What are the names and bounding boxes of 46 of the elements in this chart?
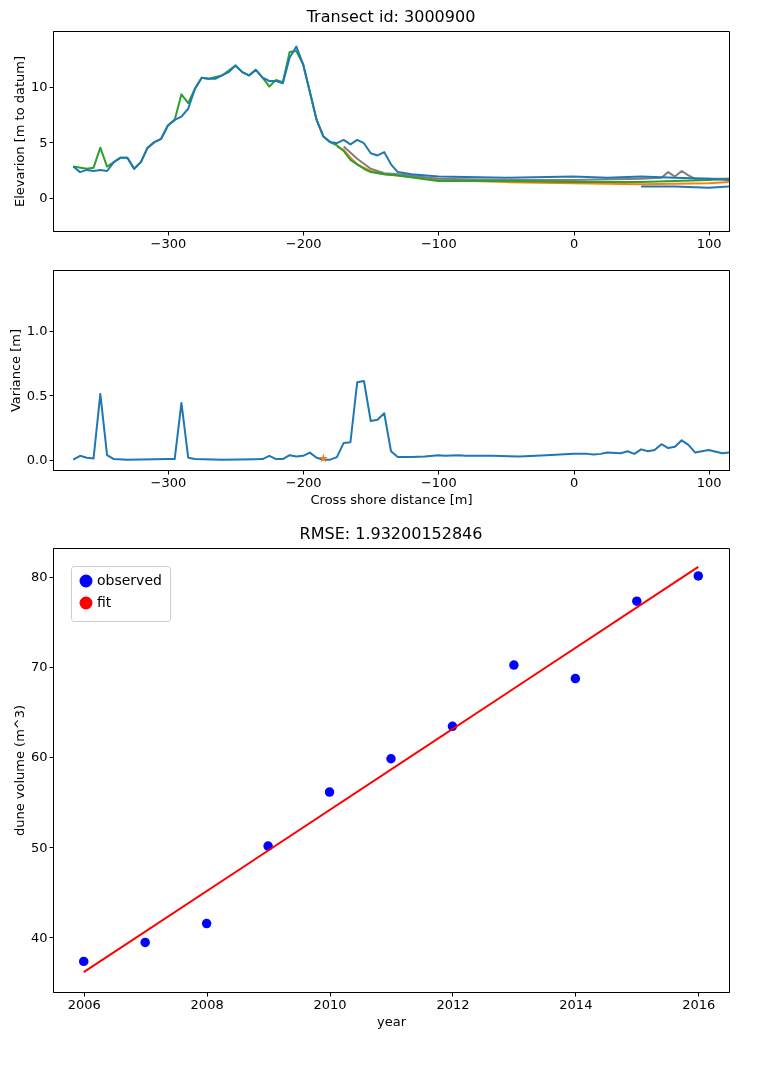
x-tick-label: −100 [420,474,457,490]
y-tick-label: 0.5 [26,387,48,403]
x-tick-label: 2008 [190,996,224,1012]
x-axis-title: Cross shore distance [m] [310,491,473,507]
point [570,673,581,684]
line-series [72,379,729,461]
x-tick-label: 2014 [559,996,593,1012]
y-tick-label: 5 [39,134,48,150]
y-tick-label: 0 [39,190,48,206]
x-tick-label: −200 [285,235,322,251]
y-axis-title: dune volume (m^3) [11,704,27,837]
point [324,787,335,797]
x-tick-label: −300 [150,235,187,251]
y-tick-label: 60 [30,749,48,765]
y-axis-title: Elevarion [m to datum] [11,55,27,208]
x-axis-title: year [376,1013,407,1029]
y-tick-label: 10 [30,79,48,95]
y-axis-title: Variance [m] [7,328,23,413]
x-tick-label: 100 [696,474,722,490]
x-tick-label: −300 [150,474,187,490]
y-tick-label: 80 [30,569,48,585]
x-tick-label: 2006 [67,996,101,1012]
legend-label: observed [97,572,162,588]
x-tick-label: −100 [420,235,457,251]
chart-title: Transect id: 3000900 [305,7,476,26]
chart-title: RMSE: 1.93200152846 [299,524,483,543]
x-tick-label: 2012 [436,996,470,1012]
point [693,571,704,581]
point [632,596,642,606]
x-tick-label: 2010 [313,996,347,1012]
x-tick-label: 0 [569,474,579,490]
point [140,937,150,948]
x-tick-label: 100 [696,235,722,251]
y-tick-label: 70 [30,659,48,675]
point [78,956,89,967]
point [509,660,519,670]
x-tick-label: 2016 [682,996,716,1012]
point [201,918,212,929]
y-tick-label: 50 [30,839,48,855]
x-tick-label: −200 [285,474,322,490]
y-tick-label: 1.0 [26,323,48,339]
y-tick-label: 40 [30,929,48,945]
point [386,754,396,764]
y-tick-label: 0.0 [26,452,48,468]
x-tick-label: 0 [569,235,579,251]
legend-label: fit [97,594,112,610]
